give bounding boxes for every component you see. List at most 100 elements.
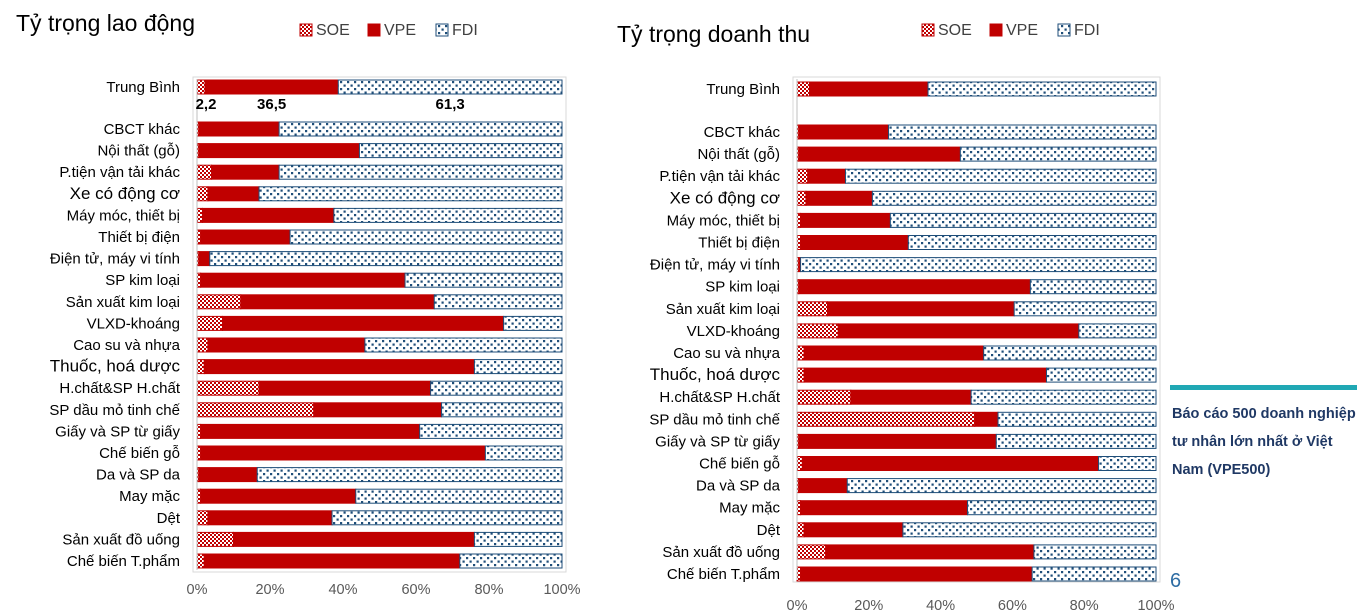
x-tick-label: 100% <box>1137 598 1174 614</box>
category-label: Sản xuất đồ uống <box>62 531 180 548</box>
legend-label-vpe: VPE <box>1006 22 1038 39</box>
bar-soe <box>196 79 206 95</box>
bar-vpe <box>809 81 929 97</box>
bar-fdi <box>959 146 1157 162</box>
category-label: P.tiện vận tải khác <box>59 164 180 181</box>
category-label: Thuốc, hoá dược <box>50 357 181 376</box>
category-label: Thuốc, hoá dược <box>650 365 781 384</box>
bar-fdi <box>331 510 563 526</box>
category-label: Cao su và nhựa <box>73 337 180 354</box>
bar-fdi <box>844 168 1157 184</box>
bar-soe <box>796 345 805 361</box>
bar-vpe <box>803 522 904 538</box>
bar-fdi <box>800 257 1157 273</box>
category-label: SP kim loại <box>705 279 780 296</box>
bar-fdi <box>1078 323 1157 339</box>
bar-soe <box>196 359 205 375</box>
plot-area-frame <box>192 76 567 573</box>
bar-vpe <box>825 544 1035 560</box>
category-label: CBCT khác <box>704 124 781 141</box>
bar-fdi <box>355 488 563 504</box>
bar-vpe <box>803 367 1048 383</box>
bar-vpe <box>203 553 461 569</box>
legend-swatch-vpe <box>989 23 1003 37</box>
bar-soe <box>196 207 203 223</box>
bar-fdi <box>889 212 1157 228</box>
legend-label-soe: SOE <box>316 22 350 39</box>
category-label: Trung Bình <box>706 81 780 98</box>
bar-vpe <box>207 510 333 526</box>
report-note: Báo cáo 500 doanh nghiệp tư nhân lớn nhấ… <box>1172 406 1356 478</box>
bar-fdi <box>888 124 1157 140</box>
category-label: SP dầu mỏ tinh chế <box>49 402 180 419</box>
bar-fdi <box>337 79 563 95</box>
legend-swatch-fdi <box>1057 23 1071 37</box>
bar-soe <box>196 229 202 245</box>
bar-soe <box>196 272 202 288</box>
bar-vpe <box>800 235 909 250</box>
bar-fdi <box>927 81 1157 97</box>
bar-vpe <box>798 279 1031 295</box>
bar-fdi <box>907 235 1157 250</box>
x-tick-label: 0% <box>187 582 208 598</box>
bar-fdi <box>1013 301 1157 317</box>
bar-vpe <box>200 488 357 504</box>
bar-soe <box>196 553 205 569</box>
bar-soe <box>196 488 202 504</box>
category-label: SP kim loại <box>105 272 180 289</box>
category-label: Xe có động cơ <box>670 188 780 207</box>
bar-vpe <box>201 207 335 223</box>
bar-fdi <box>846 478 1157 494</box>
legend-label-fdi: FDI <box>452 22 478 39</box>
bar-soe <box>196 380 260 396</box>
bar-fdi <box>997 411 1157 427</box>
bar-vpe <box>798 146 961 162</box>
category-label: Giấy và SP từ giấy <box>655 433 780 450</box>
category-label: Cao su và nhựa <box>673 345 780 362</box>
bar-vpe <box>198 143 360 159</box>
bar-vpe <box>200 423 421 439</box>
bar-fdi <box>1033 544 1157 560</box>
plot-area-frame <box>792 76 1161 583</box>
bar-fdi <box>484 445 563 461</box>
bar-fdi <box>433 294 563 310</box>
category-label: Sản xuất kim loại <box>666 301 780 318</box>
x-tick-label: 0% <box>787 598 808 614</box>
x-tick-label: 60% <box>998 598 1027 614</box>
bar-vpe <box>204 79 339 95</box>
bar-fdi <box>983 345 1157 361</box>
category-label: Da và SP da <box>696 478 781 495</box>
bar-vpe <box>798 124 890 140</box>
bar-fdi <box>871 190 1157 206</box>
x-tick-label: 80% <box>474 582 503 598</box>
category-label: Chế biến gỗ <box>699 456 780 473</box>
category-label: H.chất&SP H.chất <box>59 380 180 397</box>
bar-vpe <box>801 456 1100 471</box>
bar-vpe <box>800 500 969 516</box>
category-label: Thiết bị điện <box>698 235 780 252</box>
category-label: Nội thất (gỗ) <box>697 146 780 163</box>
bar-vpe <box>198 467 258 483</box>
bar-soe <box>796 456 803 471</box>
bar-soe <box>796 389 852 405</box>
bar-vpe <box>198 251 211 267</box>
legend-label-vpe: VPE <box>384 22 416 39</box>
category-label: VLXD-khoáng <box>687 323 780 340</box>
bar-soe <box>796 522 805 538</box>
bar-fdi <box>364 337 563 353</box>
category-label: Nội thất (gỗ) <box>97 143 180 160</box>
bar-vpe <box>200 229 291 245</box>
bar-soe <box>196 510 209 526</box>
category-label: Chế biến T.phẩm <box>67 553 180 570</box>
bar-fdi <box>995 433 1157 449</box>
bar-fdi <box>404 272 563 288</box>
category-label: Chế biến T.phẩm <box>667 566 780 583</box>
bar-vpe <box>798 433 997 449</box>
bar-fdi <box>278 121 563 137</box>
bar-fdi <box>209 251 563 267</box>
bar-fdi <box>967 500 1157 516</box>
legend-label-soe: SOE <box>938 22 972 39</box>
bar-fdi <box>1098 456 1157 471</box>
bar-soe <box>196 294 242 310</box>
bar-fdi <box>430 380 563 396</box>
